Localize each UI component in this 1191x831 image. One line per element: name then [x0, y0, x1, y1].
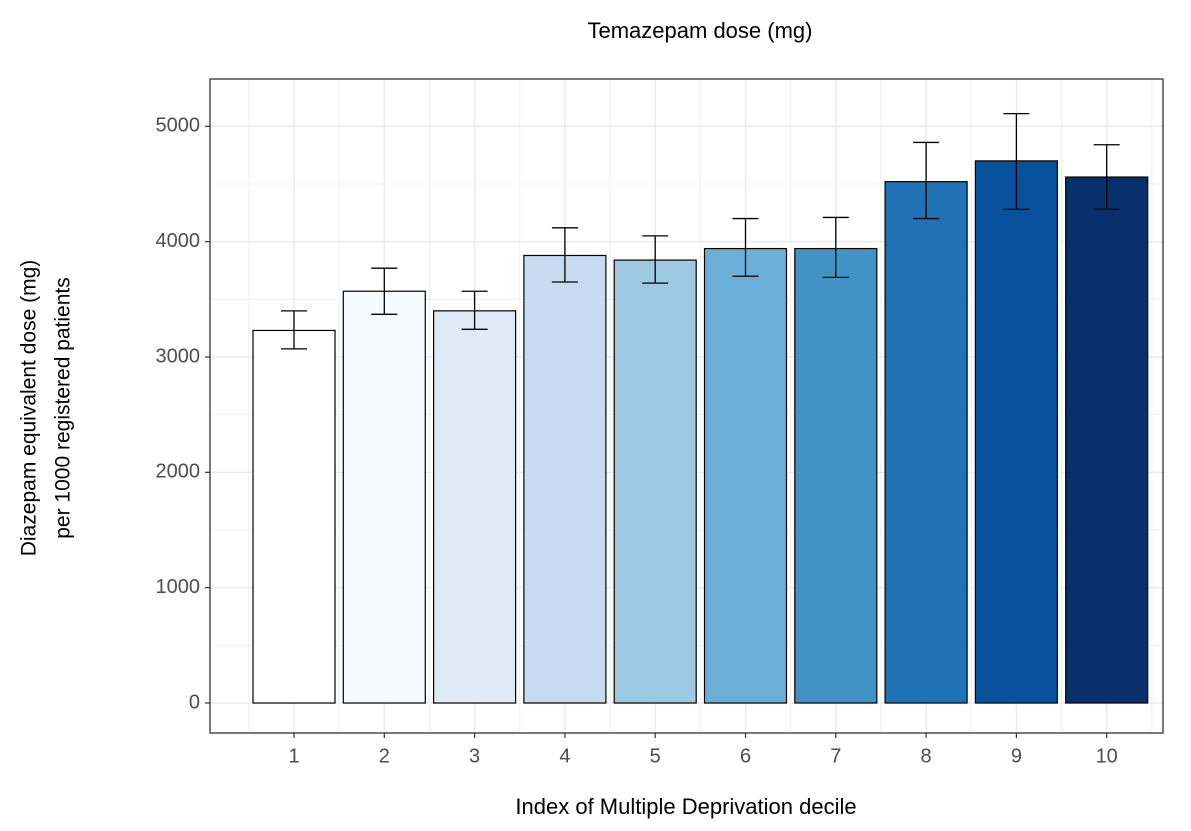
- y-tick-label: 1000: [156, 576, 201, 598]
- x-tick-label: 3: [469, 745, 480, 767]
- y-tick-label: 4000: [156, 230, 201, 252]
- bar: [794, 247, 878, 704]
- x-tick-label: 9: [1011, 745, 1022, 767]
- bar: [523, 254, 607, 704]
- x-tick-label: 4: [559, 745, 570, 767]
- bar: [613, 259, 697, 704]
- x-tick-label: 2: [379, 745, 390, 767]
- bar: [433, 310, 517, 704]
- bar: [1065, 176, 1149, 704]
- bar: [252, 329, 336, 704]
- y-tick-label: 2000: [156, 461, 201, 483]
- x-tick-label: 7: [830, 745, 841, 767]
- x-tick-label: 8: [921, 745, 932, 767]
- chart-title: Temazepam dose (mg): [588, 18, 813, 43]
- plot-border: [209, 78, 1164, 734]
- y-tick-label: 3000: [156, 345, 201, 367]
- bar: [342, 290, 426, 704]
- bar: [703, 247, 788, 704]
- x-tick-label: 5: [650, 745, 661, 767]
- y-tick-label: 0: [189, 691, 200, 713]
- x-tick-label: 1: [288, 745, 299, 767]
- x-tick-label: 6: [740, 745, 751, 767]
- y-axis-label: Diazepam equivalent dose (mg) per 1000 r…: [18, 260, 75, 556]
- y-tick-label: 5000: [156, 115, 201, 137]
- bar: [974, 160, 1059, 704]
- bar: [884, 181, 968, 704]
- x-axis-label: Index of Multiple Deprivation decile: [515, 794, 856, 819]
- y-axis-label-line: per 1000 registered patients: [52, 277, 75, 539]
- y-axis-label-line: Diazepam equivalent dose (mg): [18, 260, 41, 556]
- x-tick-label: 10: [1096, 745, 1118, 767]
